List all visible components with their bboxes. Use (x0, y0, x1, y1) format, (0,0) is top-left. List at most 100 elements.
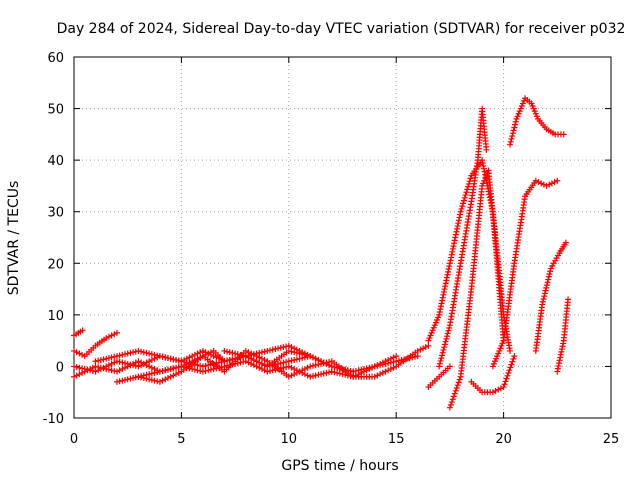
data-point (465, 180, 472, 187)
data-point (417, 346, 424, 353)
data-point (540, 181, 547, 188)
data-point (448, 399, 455, 406)
data-point (97, 364, 104, 371)
data-point (232, 350, 239, 357)
data-point (309, 354, 316, 361)
x-tick-label: 0 (70, 432, 78, 447)
data-point (503, 375, 510, 382)
data-point (495, 386, 502, 393)
data-point (463, 189, 470, 196)
data-point (229, 361, 236, 368)
data-point (283, 358, 290, 365)
data-point (105, 366, 112, 373)
data-point (379, 369, 386, 376)
data-point (127, 375, 134, 382)
data-point (538, 180, 545, 187)
data-point (387, 366, 394, 373)
data-point (178, 363, 185, 370)
data-point (301, 371, 308, 378)
data-point (197, 349, 204, 356)
data-point (507, 347, 514, 354)
data-point (509, 133, 516, 140)
data-point (92, 368, 99, 375)
data-point (288, 357, 295, 364)
data-point (309, 373, 316, 380)
y-tick-label: 10 (47, 309, 64, 324)
data-point (277, 365, 284, 372)
data-point (232, 355, 239, 362)
data-point (462, 192, 469, 199)
data-point (440, 346, 447, 353)
data-point (336, 370, 343, 377)
data-point (221, 358, 228, 365)
data-point (304, 364, 311, 371)
data-point (501, 381, 508, 388)
data-point (258, 349, 265, 356)
data-point (307, 353, 314, 360)
data-point (105, 355, 112, 362)
data-point (379, 359, 386, 366)
data-point (162, 367, 169, 374)
data-point (105, 333, 112, 340)
data-point (261, 356, 268, 363)
data-point (146, 350, 153, 357)
data-point (170, 372, 177, 379)
data-point (489, 389, 496, 396)
data-point (420, 345, 427, 352)
data-point (170, 356, 177, 363)
data-point (443, 335, 450, 342)
data-point (73, 349, 80, 356)
data-point (505, 369, 512, 376)
data-point (197, 362, 204, 369)
data-point (387, 355, 394, 362)
data-point (342, 371, 349, 378)
data-point (113, 353, 120, 360)
data-point (116, 352, 123, 359)
data-point (207, 366, 214, 373)
data-point (148, 356, 155, 363)
data-point (116, 367, 123, 374)
data-point (226, 362, 233, 369)
data-point (451, 390, 458, 397)
data-point (253, 350, 260, 357)
data-point (439, 349, 446, 356)
data-point (181, 356, 188, 363)
data-point (546, 181, 553, 188)
data-point (323, 360, 330, 367)
data-point (542, 287, 549, 294)
data-point (258, 355, 265, 362)
data-point (122, 376, 129, 383)
data-point (173, 371, 180, 378)
data-point (135, 363, 142, 370)
y-tick-label: 20 (47, 257, 64, 272)
data-point (328, 363, 335, 370)
data-point (318, 358, 325, 365)
data-point (438, 355, 445, 362)
data-point (483, 146, 490, 153)
y-tick-label: 30 (47, 206, 64, 221)
grid (74, 57, 611, 418)
data-point (299, 369, 306, 376)
data-point (100, 365, 107, 372)
data-point (130, 375, 137, 382)
data-point (245, 359, 252, 366)
data-point (226, 356, 233, 363)
data-point (422, 344, 429, 351)
data-point (291, 356, 298, 363)
data-point (113, 378, 120, 385)
data-point (215, 364, 222, 371)
data-point (258, 366, 265, 373)
data-point (226, 349, 233, 356)
data-point (545, 276, 552, 283)
data-point (539, 298, 546, 305)
data-point (377, 371, 384, 378)
data-point (344, 367, 351, 374)
data-point (132, 359, 139, 366)
data-point (565, 296, 572, 303)
data-point (124, 363, 131, 370)
data-point (328, 368, 335, 375)
y-tick-label: 50 (47, 103, 64, 118)
data-point (456, 376, 463, 383)
data-point (199, 353, 206, 360)
